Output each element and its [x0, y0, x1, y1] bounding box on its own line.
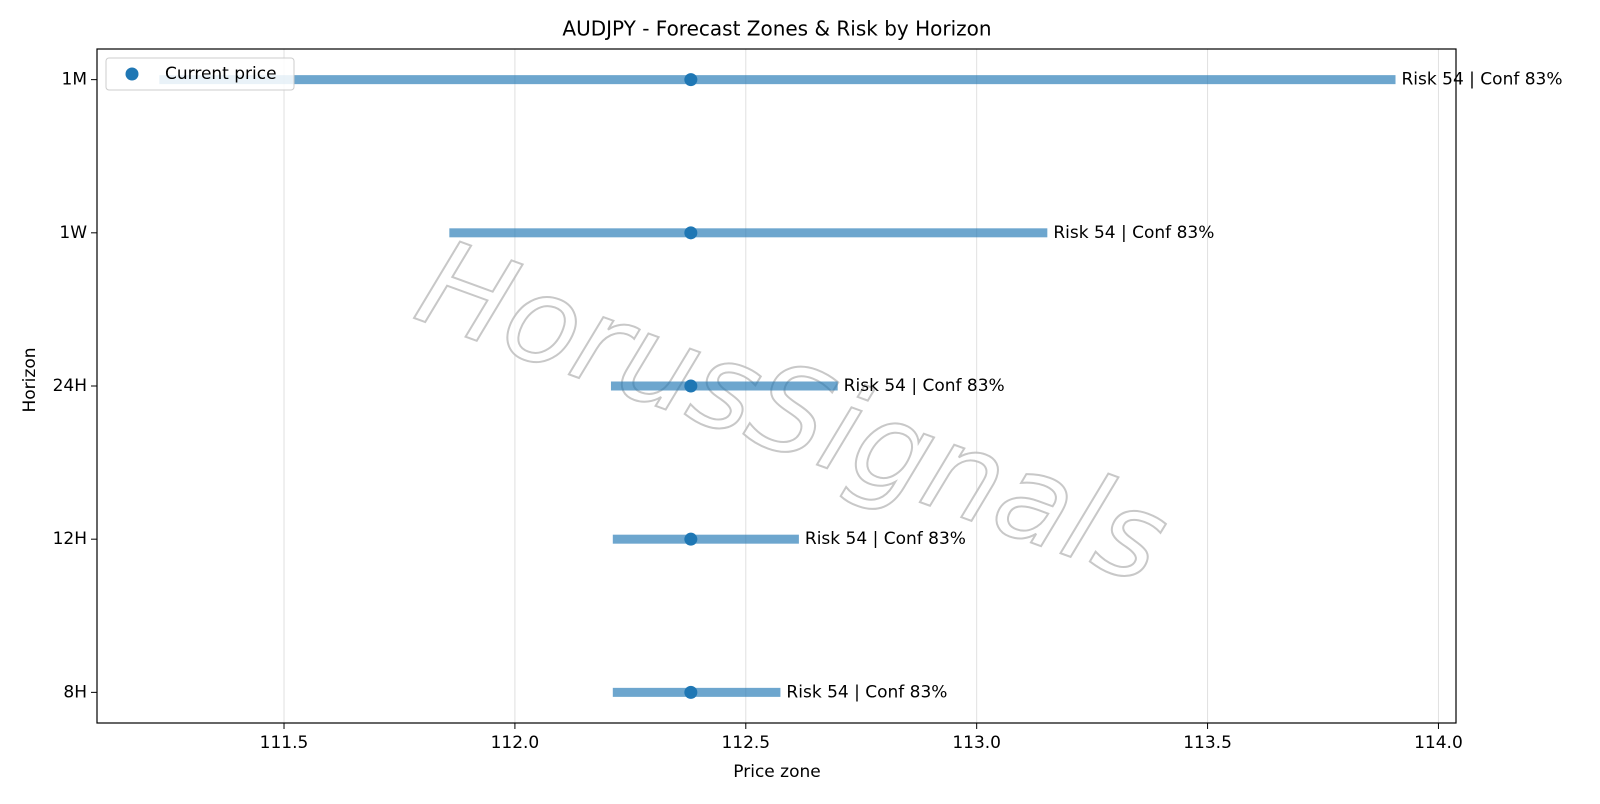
watermark: HorusSignals [401, 214, 1184, 612]
annotation: Risk 54 | Conf 83% [1053, 223, 1214, 243]
legend: Current price [105, 57, 295, 91]
x-axis-label: Price zone [733, 762, 820, 782]
legend-label: Current price [165, 64, 277, 84]
x-tick-label: 112.0 [491, 733, 540, 753]
y-tick-label: 12H [53, 529, 87, 549]
legend-box [105, 57, 295, 91]
current-price [684, 532, 698, 546]
x-tick-label: 113.5 [1183, 733, 1232, 753]
forecast-zone [612, 534, 799, 544]
y-tick-label: 24H [53, 376, 87, 396]
y-tick-label: 8H [63, 682, 87, 702]
x-tick-label: 114.0 [1414, 733, 1463, 753]
y-axis-label: Horizon [20, 348, 40, 413]
plot-frame [96, 48, 1457, 724]
legend-marker [125, 67, 139, 81]
current-price [684, 379, 698, 393]
x-tick-label: 111.5 [260, 733, 309, 753]
x-tick-label: 112.5 [721, 733, 770, 753]
y-tick-label: 1M [62, 70, 87, 90]
forecast-zone [449, 228, 1048, 238]
x-tick-label: 113.0 [952, 733, 1001, 753]
current-price [684, 685, 698, 699]
annotation: Risk 54 | Conf 83% [805, 529, 966, 549]
chart-title: AUDJPY - Forecast Zones & Risk by Horizo… [562, 17, 991, 41]
annotation: Risk 54 | Conf 83% [844, 376, 1005, 396]
annotation: Risk 54 | Conf 83% [1402, 70, 1563, 90]
y-tick-label: 1W [59, 223, 87, 243]
current-price [684, 73, 698, 87]
annotation: Risk 54 | Conf 83% [786, 682, 947, 702]
forecast-zone [159, 75, 1396, 85]
forecast-zone [610, 381, 838, 391]
current-price [684, 226, 698, 240]
